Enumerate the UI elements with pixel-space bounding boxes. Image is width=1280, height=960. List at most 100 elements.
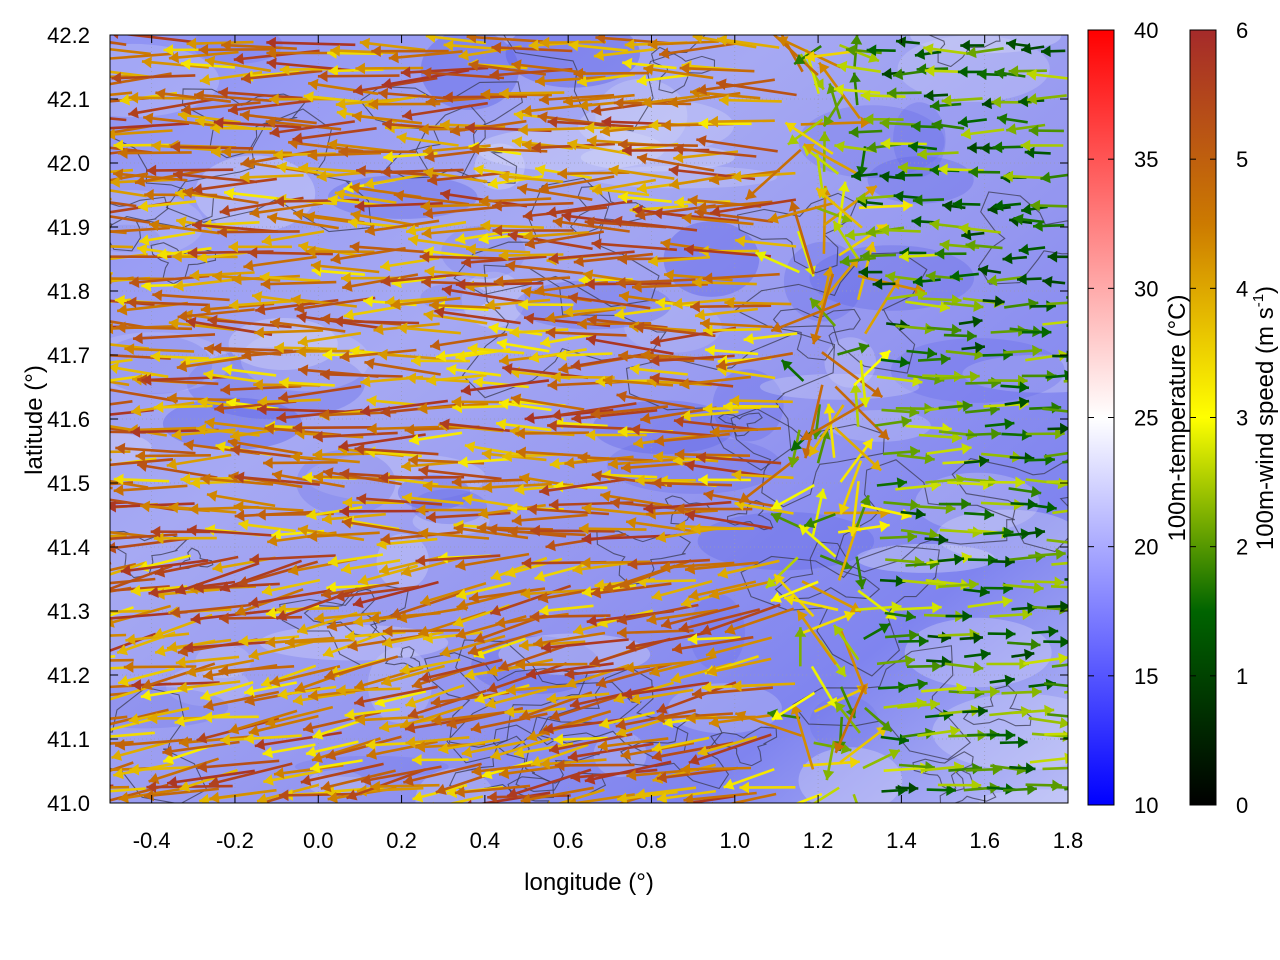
wind-arrow-shaft (186, 40, 254, 46)
wind-arrow-head (431, 714, 442, 726)
wind-arrow-head (153, 401, 164, 413)
wind-arrow (1044, 732, 1068, 736)
wind-arrow-head (539, 36, 550, 49)
wind-arrow-shaft (266, 41, 356, 47)
wind-arrow-head (326, 620, 338, 632)
wind-arrow-head (556, 349, 567, 362)
wind-arrow-shaft (278, 792, 362, 797)
wind-arrow-shaft (539, 40, 607, 44)
wind-arrow-head (298, 162, 309, 175)
wind-arrow-head (453, 523, 464, 535)
wind-arrow-head (848, 126, 859, 138)
wind-arrow-head (227, 437, 239, 449)
wind-arrow-head (349, 345, 360, 358)
wind-arrow-head (771, 499, 783, 510)
wind-arrow-head (277, 688, 288, 700)
wind-arrow-shaft (327, 142, 396, 153)
wind-arrow-shaft (248, 588, 334, 606)
wind-arrow (735, 235, 797, 248)
wind-arrow-shaft (577, 455, 653, 462)
wind-arrow (590, 405, 669, 420)
wind-arrow-head (38, 322, 48, 334)
wind-arrow (906, 660, 942, 673)
wind-arrow (709, 425, 781, 438)
wind-arrow-head (907, 531, 917, 543)
wind-arrow-head (265, 606, 277, 619)
wind-arrow (110, 40, 127, 46)
wind-arrow-head (794, 627, 807, 637)
wind-arrow-head (119, 93, 130, 106)
wind-arrow-head (235, 605, 247, 616)
wind-arrow-shaft (426, 373, 487, 383)
wind-arrow (473, 637, 526, 659)
wind-arrow (876, 477, 908, 489)
wind-arrow (993, 199, 1022, 212)
wind-arrow-head (239, 171, 250, 184)
wind-arrow-shaft (186, 528, 274, 537)
wind-arrow-head (696, 201, 707, 214)
wind-arrow-shaft (424, 269, 488, 277)
wind-arrow-head (290, 294, 301, 306)
wind-arrow-head (529, 351, 540, 363)
wind-arrow-shaft (498, 253, 564, 257)
wind-arrow-head (205, 524, 216, 536)
wind-arrow-head (305, 245, 316, 258)
wind-arrow-head (411, 355, 421, 367)
wind-arrow-head (473, 647, 485, 659)
wind-arrow-head (845, 229, 856, 241)
wind-arrow-head (418, 464, 429, 477)
wind-arrow (539, 332, 596, 348)
wind-arrow-shaft (801, 580, 862, 613)
wind-arrow-head (321, 587, 332, 600)
wind-arrow (958, 222, 1001, 235)
wind-arrow-shaft (269, 320, 346, 333)
wind-arrow-head (388, 51, 399, 64)
wind-arrow-head (979, 585, 990, 598)
wind-arrow-head (341, 272, 351, 285)
wind-arrow-shaft (578, 527, 647, 531)
wind-arrow-head (664, 269, 674, 282)
wind-arrow (254, 326, 324, 339)
wind-arrow-head (499, 87, 509, 100)
wind-arrow-head (421, 67, 432, 79)
wind-arrow-head (511, 514, 522, 527)
wind-arrow-shaft (363, 173, 424, 187)
wind-arrow (468, 587, 546, 604)
y-tick-label: 41.8 (47, 279, 90, 304)
wind-arrow-head (170, 141, 181, 153)
wind-arrow (110, 684, 154, 701)
wind-arrow-shaft (265, 636, 335, 645)
wind-arrow-head (535, 75, 545, 87)
wind-arrow-head (651, 477, 662, 489)
wind-arrow-head (1072, 762, 1082, 774)
wind-arrow (197, 759, 280, 773)
wind-arrow-head (961, 128, 972, 140)
wind-arrow (818, 131, 831, 172)
wind-arrow-head (521, 286, 532, 298)
contour-line (181, 88, 306, 159)
wind-arrow-head (582, 269, 594, 281)
wind-arrow-head (634, 321, 645, 334)
wind-arrow-shaft (631, 283, 708, 289)
wind-arrow (378, 471, 465, 484)
wind-arrow-shaft (706, 657, 772, 675)
wind-arrow-head (110, 322, 114, 335)
wind-arrow-head (355, 714, 366, 726)
contour-line (730, 408, 885, 508)
wind-arrow (305, 245, 375, 258)
wind-arrow (578, 522, 647, 535)
wind-arrow-head (446, 786, 457, 799)
wind-arrow-head (324, 669, 336, 681)
wind-arrow (912, 194, 945, 207)
wind-arrow (541, 638, 629, 654)
wind-arrow-head (141, 678, 153, 691)
wind-arrow-shaft (110, 479, 149, 489)
wind-arrow-head (766, 35, 767, 36)
wind-arrow (460, 379, 550, 396)
wind-arrow-head (186, 524, 197, 537)
wind-arrow (532, 631, 606, 649)
wind-arrow-shaft (228, 299, 292, 307)
wind-arrow-shaft (629, 366, 688, 376)
wind-arrow-head (93, 502, 103, 514)
wind-arrow-shaft (439, 634, 506, 656)
